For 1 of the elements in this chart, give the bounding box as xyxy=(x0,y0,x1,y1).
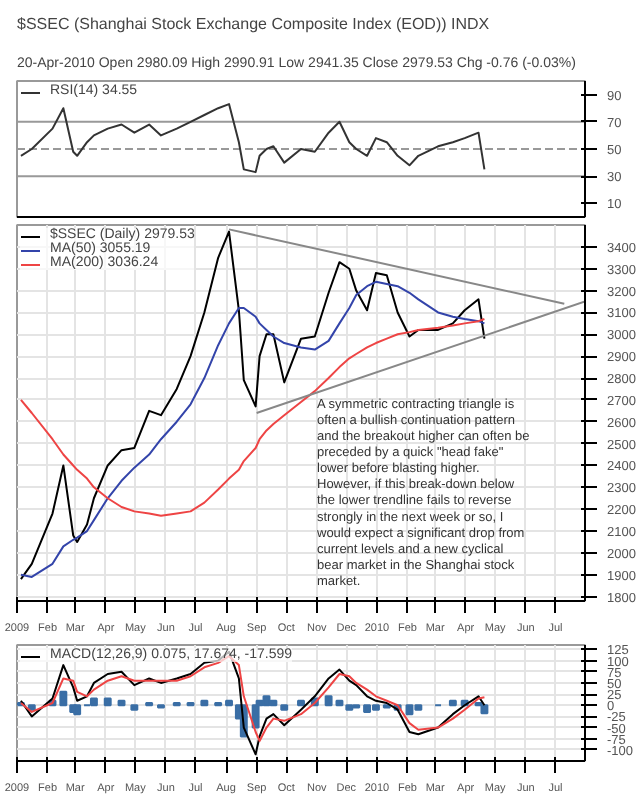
chart-title: $SSEC (Shanghai Stock Exchange Composite Index (EOD)) INDX xyxy=(17,15,491,33)
